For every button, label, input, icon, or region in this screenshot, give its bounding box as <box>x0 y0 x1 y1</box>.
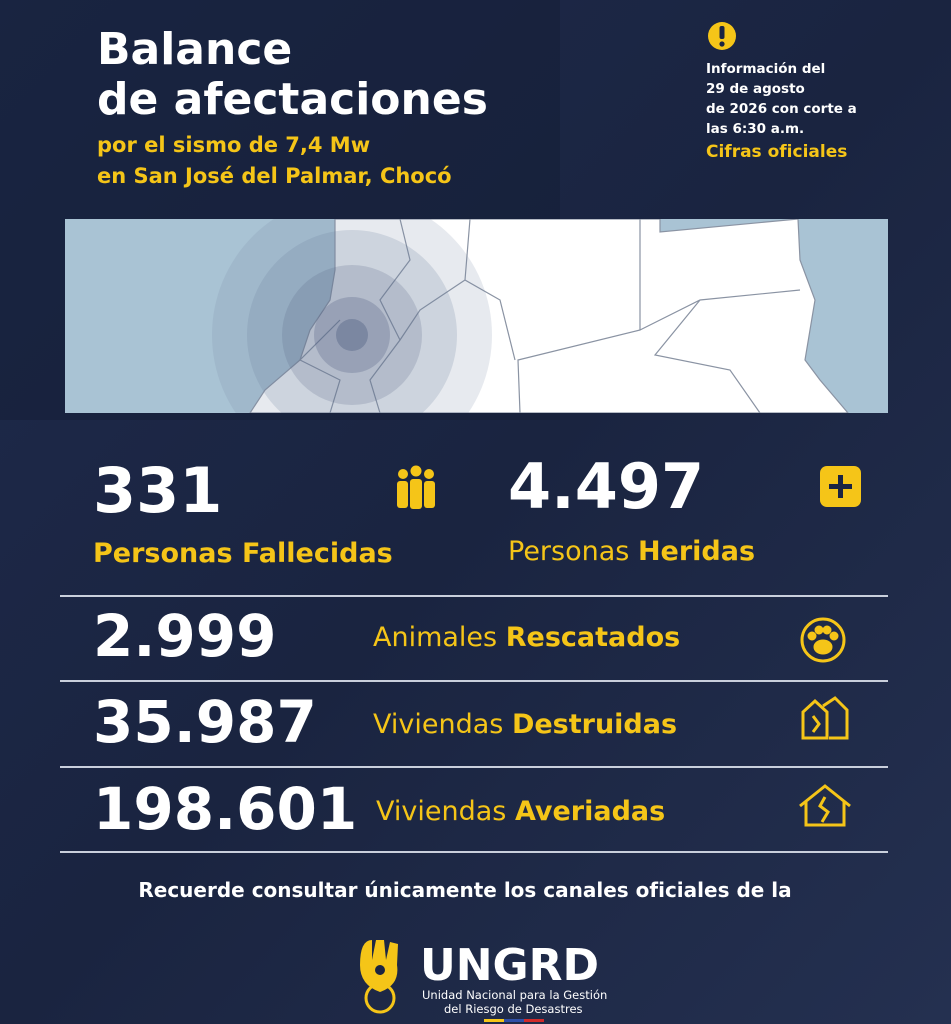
stat-number: 331 <box>93 454 222 527</box>
people-icon <box>397 465 435 509</box>
logo-tagline: del Riesgo de Desastres <box>444 1002 583 1016</box>
stat-label: Personas Fallecidas <box>93 538 393 569</box>
subtitle-line: por el sismo de 7,4 Mw <box>97 133 370 157</box>
row-label-bold: Destruidas <box>512 709 677 740</box>
row-label-light: Animales <box>373 622 497 653</box>
logo-name: UNGRD <box>420 940 599 991</box>
epicenter-ring <box>247 230 457 413</box>
plus-icon-mark <box>829 475 852 498</box>
row-label: Animales Rescatados <box>373 622 680 653</box>
row-number: 2.999 <box>93 602 276 670</box>
row-number: 35.987 <box>93 688 317 756</box>
epicenter-ring <box>314 297 390 373</box>
notice-line: Información del <box>706 61 825 77</box>
footer-text: Recuerde consultar únicamente los canale… <box>138 878 791 902</box>
row-label-light: Viviendas <box>376 796 506 827</box>
paw-icon <box>800 617 846 663</box>
flag-stripe <box>504 1019 524 1022</box>
logo-icon <box>360 940 398 1014</box>
row-label: Viviendas Destruidas <box>373 709 677 740</box>
notice-line: 29 de agosto <box>706 81 805 97</box>
alert-icon-mark <box>719 26 725 39</box>
stat-label-light: Personas <box>508 536 629 567</box>
alert-icon-dot <box>719 41 725 47</box>
notice-line: las 6:30 a.m. <box>706 121 804 137</box>
map <box>65 219 888 413</box>
damaged-house-icon <box>799 784 851 827</box>
row-label-bold: Rescatados <box>506 622 680 653</box>
subtitle-line: en San José del Palmar, Chocó <box>97 164 452 188</box>
stat-number: 4.497 <box>508 450 704 523</box>
logo-tagline: Unidad Nacional para la Gestión <box>422 988 607 1002</box>
title-line: Balance <box>97 24 292 75</box>
row-label-light: Viviendas <box>373 709 503 740</box>
row-label: Viviendas Averiadas <box>376 796 665 827</box>
flag-stripe <box>524 1019 544 1022</box>
epicenter-ring <box>212 219 492 413</box>
stat-label: Personas Heridas <box>508 536 755 567</box>
flag-stripe <box>484 1019 504 1022</box>
map-borders <box>298 219 801 413</box>
stat-label-bold: Heridas <box>638 536 755 567</box>
row-label-bold: Averiadas <box>515 796 665 827</box>
row-number: 198.601 <box>93 775 357 843</box>
epicenter <box>336 319 368 351</box>
title-line: de afectaciones <box>97 74 488 125</box>
notice-link: Cifras oficiales <box>706 142 847 162</box>
notice-line: de 2026 con corte a <box>706 101 857 117</box>
destroyed-house-icon <box>801 696 849 740</box>
epicenter-ring <box>282 265 422 405</box>
